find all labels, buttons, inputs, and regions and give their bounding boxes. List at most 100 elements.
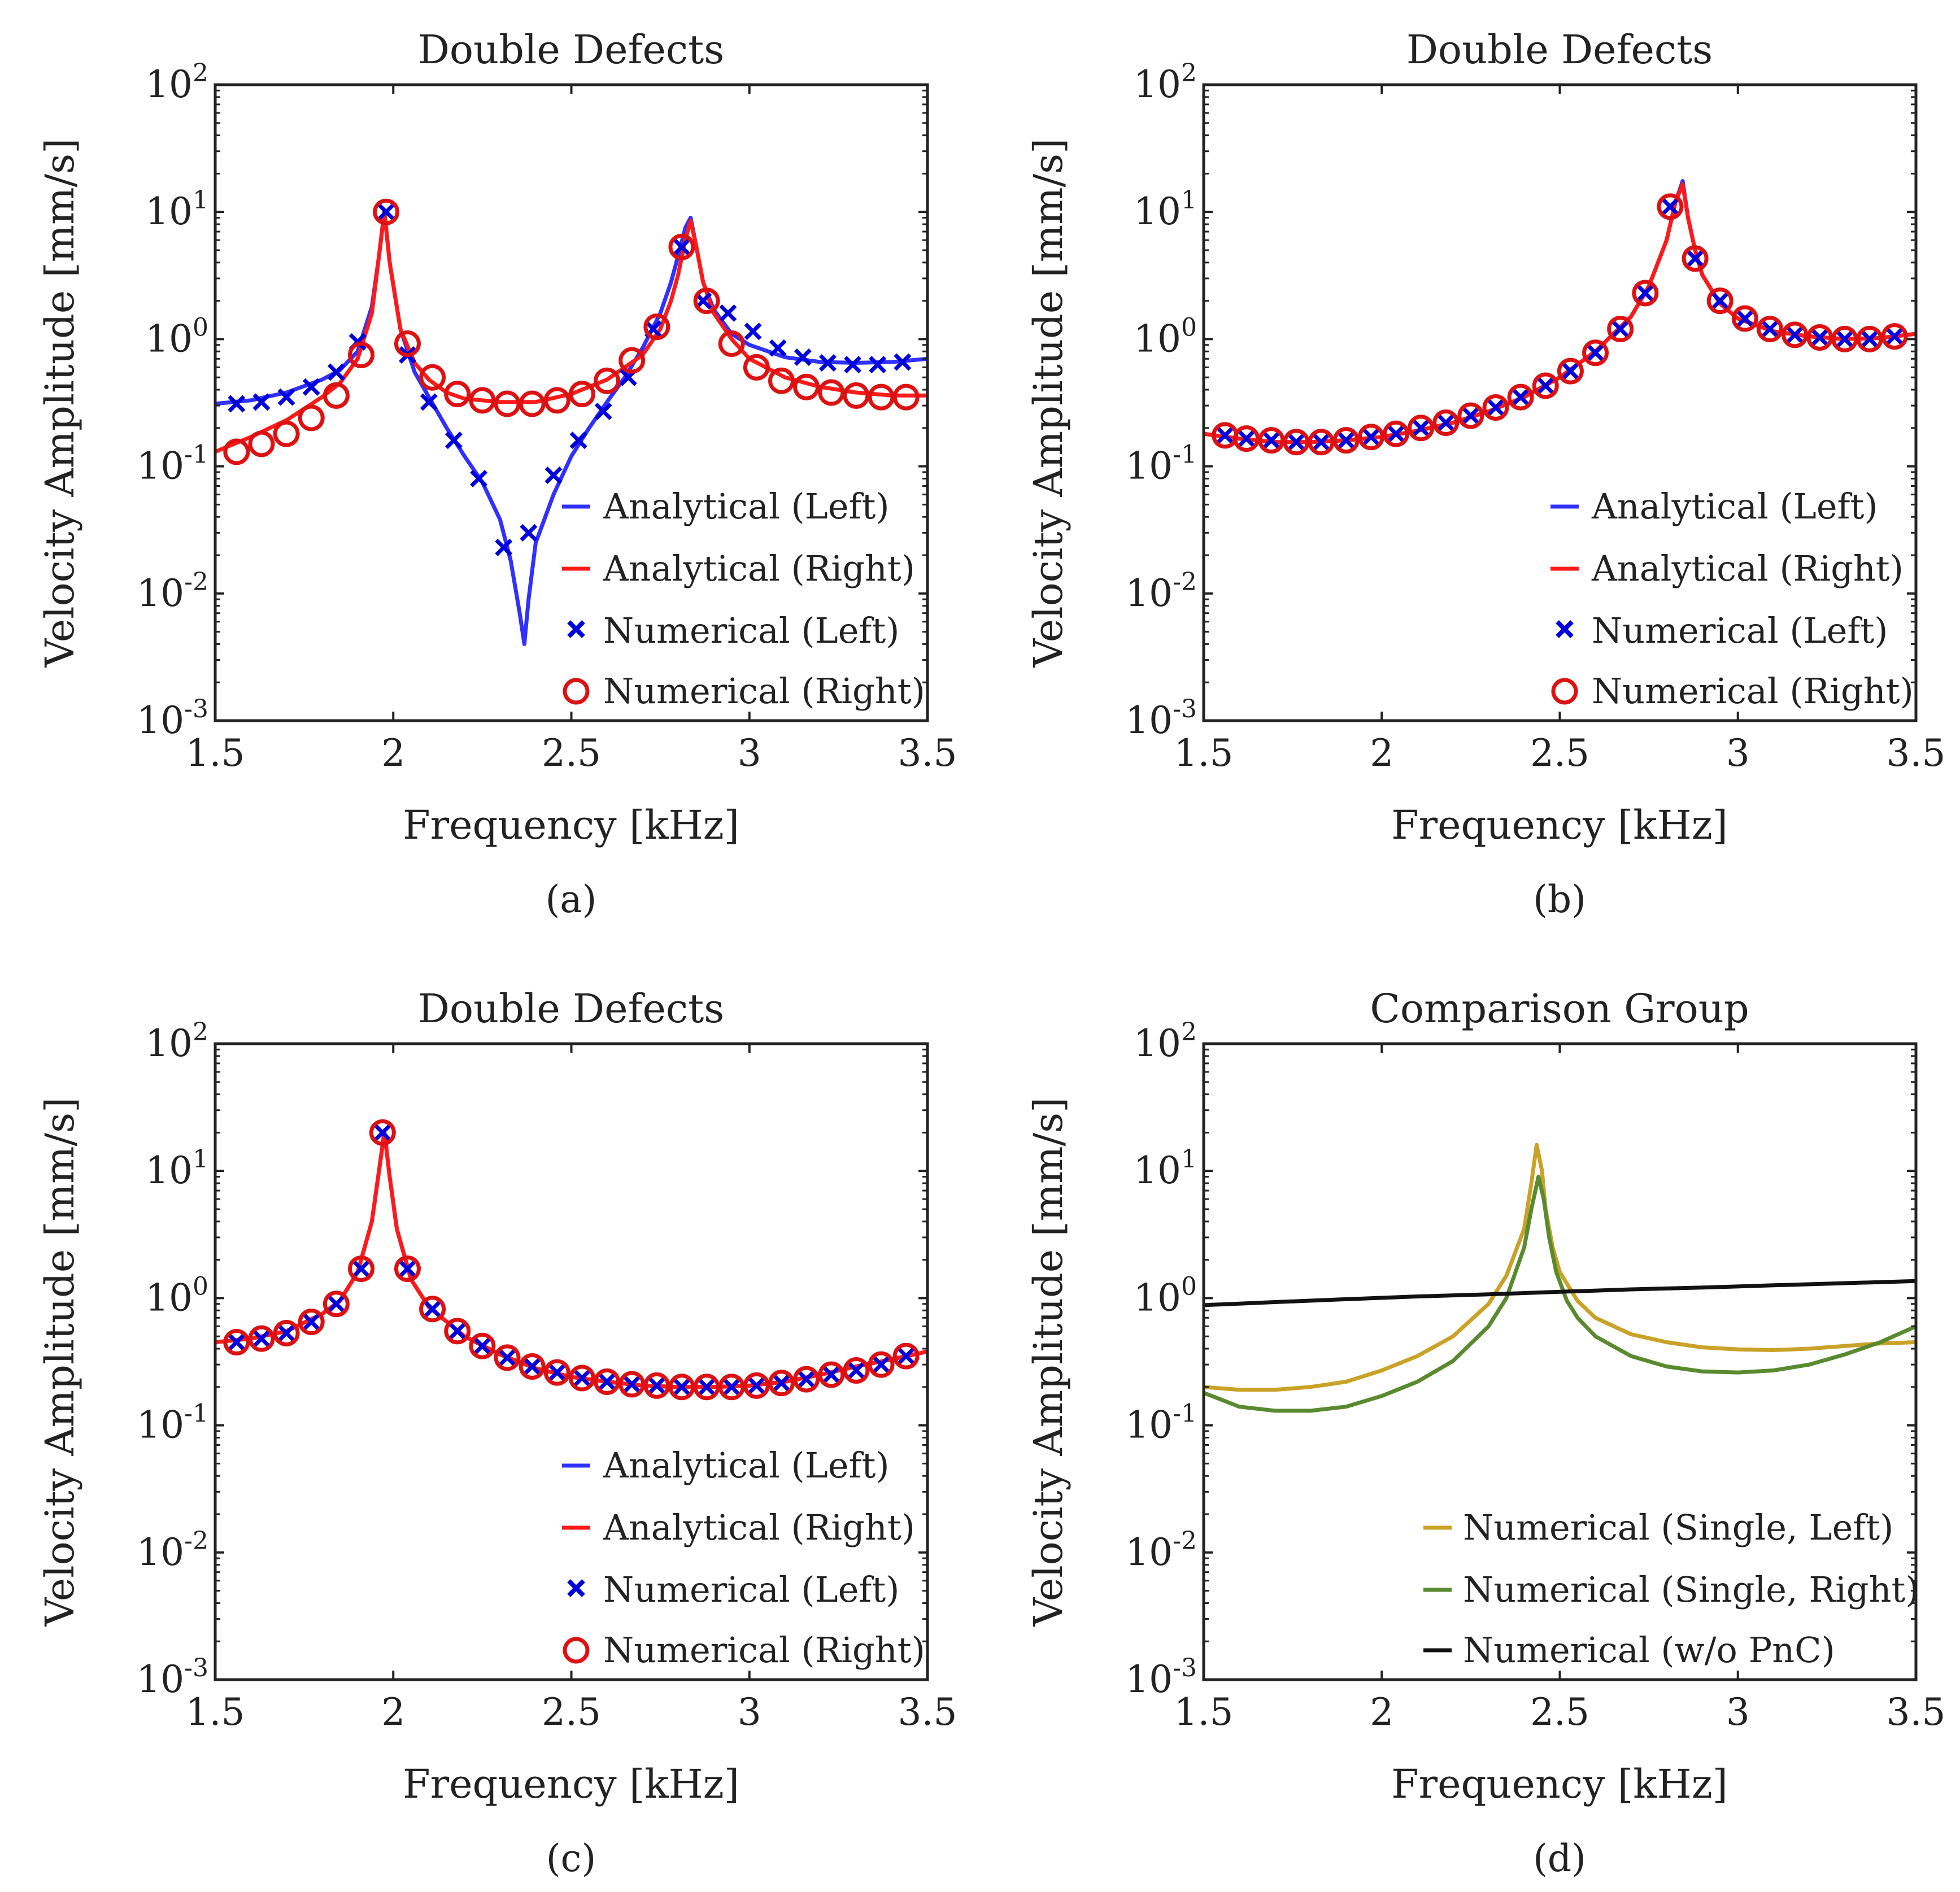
marker-numerical-right bbox=[643, 1372, 670, 1399]
marker-numerical-left bbox=[722, 1378, 741, 1396]
marker-numerical-right bbox=[519, 390, 546, 417]
marker-numerical-left bbox=[1462, 407, 1480, 425]
x-tick-label: 1.5 bbox=[186, 1690, 245, 1734]
series-line-numerical-w-o-pnc bbox=[1204, 1279, 1916, 1307]
marker-numerical-left bbox=[1536, 377, 1554, 395]
y-tick-label: 10-1 bbox=[137, 1400, 208, 1447]
marker-numerical-left bbox=[252, 1329, 271, 1348]
x-tick-label: 2 bbox=[381, 731, 405, 775]
marker-numerical-right bbox=[1332, 427, 1360, 454]
legend: Analytical (Left) Analytical (Right) Num… bbox=[1550, 486, 1914, 712]
marker-numerical-left bbox=[548, 1363, 566, 1381]
marker-numerical-right bbox=[223, 1328, 250, 1355]
marker-numerical-right bbox=[1856, 325, 1883, 352]
marker-numerical-right bbox=[1731, 305, 1758, 332]
legend-analytical-left-label: Analytical (Left) bbox=[603, 486, 890, 527]
marker-numerical-right bbox=[543, 1359, 570, 1386]
marker-numerical-left bbox=[673, 1378, 691, 1396]
y-axis-label: Velocity Amplitude [mm/s] bbox=[37, 1097, 83, 1627]
y-tick-label: 10-2 bbox=[137, 568, 208, 615]
series-line-analytical-right bbox=[1204, 182, 1916, 444]
marker-numerical-right bbox=[1607, 316, 1634, 343]
y-axis-label: Velocity Amplitude [mm/s] bbox=[1025, 138, 1072, 668]
y-tick-label: 10-1 bbox=[137, 441, 208, 488]
marker-numerical-right bbox=[619, 1371, 646, 1398]
marker-numerical-right bbox=[494, 390, 521, 417]
marker-numerical-left bbox=[302, 378, 320, 396]
marker-numerical-right bbox=[223, 438, 250, 465]
x-tick-label: 3 bbox=[1726, 1690, 1750, 1734]
series-line-analytical-left bbox=[215, 1129, 927, 1389]
x-tick-label: 1.5 bbox=[186, 731, 245, 775]
x-axis-label: Frequency [kHz] bbox=[403, 1761, 739, 1807]
marker-numerical-left bbox=[1587, 344, 1605, 362]
marker-numerical-left bbox=[1885, 328, 1904, 346]
marker-numerical-right bbox=[1632, 280, 1659, 307]
marker-numerical-left bbox=[470, 469, 488, 487]
marker-numerical-left bbox=[1761, 320, 1779, 338]
marker-numerical-left bbox=[648, 1376, 666, 1394]
y-tick-label: 10-3 bbox=[137, 695, 208, 742]
marker-numerical-left bbox=[1786, 326, 1804, 344]
y-tick-label: 102 bbox=[1134, 59, 1197, 106]
legend-analytical-right-label: Analytical (Right) bbox=[603, 1507, 915, 1548]
marker-numerical-left bbox=[794, 348, 812, 367]
y-tick-label: 10-2 bbox=[1125, 1527, 1197, 1574]
legend-numerical-right-swatch bbox=[1551, 678, 1578, 705]
legend-without-pnc-label: Numerical (w/o PnC) bbox=[1463, 1629, 1835, 1671]
marker-numerical-left bbox=[377, 203, 395, 221]
marker-numerical-right bbox=[298, 1309, 325, 1336]
x-tick-label: 2.5 bbox=[542, 1690, 601, 1734]
plot-area bbox=[215, 1119, 927, 1401]
marker-numerical-left bbox=[822, 1366, 840, 1384]
marker-numerical-right bbox=[568, 381, 595, 408]
y-tick-label: 100 bbox=[1134, 313, 1197, 360]
marker-numerical-right bbox=[543, 387, 570, 414]
marker-numerical-left bbox=[302, 1313, 320, 1331]
y-tick-label: 102 bbox=[145, 59, 208, 106]
x-axis-label: Frequency [kHz] bbox=[403, 802, 739, 848]
marker-numerical-right bbox=[1831, 325, 1858, 352]
marker-numerical-right bbox=[668, 233, 695, 260]
x-tick-label: 2 bbox=[1370, 1690, 1393, 1734]
legend-numerical-right-label: Numerical (Right) bbox=[603, 670, 925, 712]
y-tick-label: 102 bbox=[1134, 1018, 1197, 1065]
marker-numerical-right bbox=[323, 1291, 350, 1318]
marker-numerical-left bbox=[1412, 419, 1430, 437]
marker-numerical-right bbox=[1682, 245, 1709, 272]
legend-numerical-left-label: Numerical (Left) bbox=[1592, 610, 1888, 651]
y-axis-label: Velocity Amplitude [mm/s] bbox=[37, 138, 83, 668]
marker-numerical-left bbox=[1262, 431, 1280, 450]
marker-numerical-left bbox=[420, 393, 438, 411]
marker-numerical-right bbox=[768, 367, 795, 394]
marker-numerical-right bbox=[1881, 323, 1908, 350]
x-axis-label: Frequency [kHz] bbox=[1391, 1761, 1728, 1807]
legend: Numerical (Single, Left) Numerical (Sing… bbox=[1423, 1507, 1919, 1671]
marker-numerical-left bbox=[228, 1333, 246, 1351]
y-tick-label: 10-1 bbox=[1125, 441, 1197, 488]
marker-numerical-right bbox=[793, 1366, 820, 1393]
y-tick-label: 10-3 bbox=[137, 1654, 208, 1701]
marker-numerical-right bbox=[494, 1344, 521, 1371]
marker-numerical-left bbox=[818, 354, 837, 372]
marker-numerical-right bbox=[693, 287, 720, 315]
marker-numerical-right bbox=[1582, 339, 1609, 367]
legend-analytical-right-label: Analytical (Right) bbox=[603, 548, 915, 589]
marker-numerical-right bbox=[298, 404, 325, 431]
x-tick-label: 3.5 bbox=[1887, 731, 1946, 775]
marker-numerical-right bbox=[693, 1374, 720, 1401]
chart-title: Comparison Group bbox=[1370, 986, 1749, 1032]
legend-numerical-left-swatch bbox=[567, 620, 585, 638]
marker-numerical-right bbox=[519, 1353, 546, 1380]
marker-numerical-left bbox=[1238, 430, 1256, 448]
chart-title: Double Defects bbox=[1406, 27, 1713, 73]
marker-numerical-right bbox=[419, 364, 446, 391]
y-tick-label: 101 bbox=[145, 1145, 208, 1192]
marker-numerical-left bbox=[1512, 388, 1530, 406]
marker-numerical-left bbox=[1836, 330, 1854, 348]
y-tick-label: 10-2 bbox=[137, 1527, 208, 1574]
marker-numerical-left bbox=[445, 431, 463, 450]
marker-numerical-right bbox=[594, 1368, 621, 1395]
marker-numerical-left bbox=[1216, 426, 1234, 444]
marker-numerical-left bbox=[769, 339, 787, 357]
